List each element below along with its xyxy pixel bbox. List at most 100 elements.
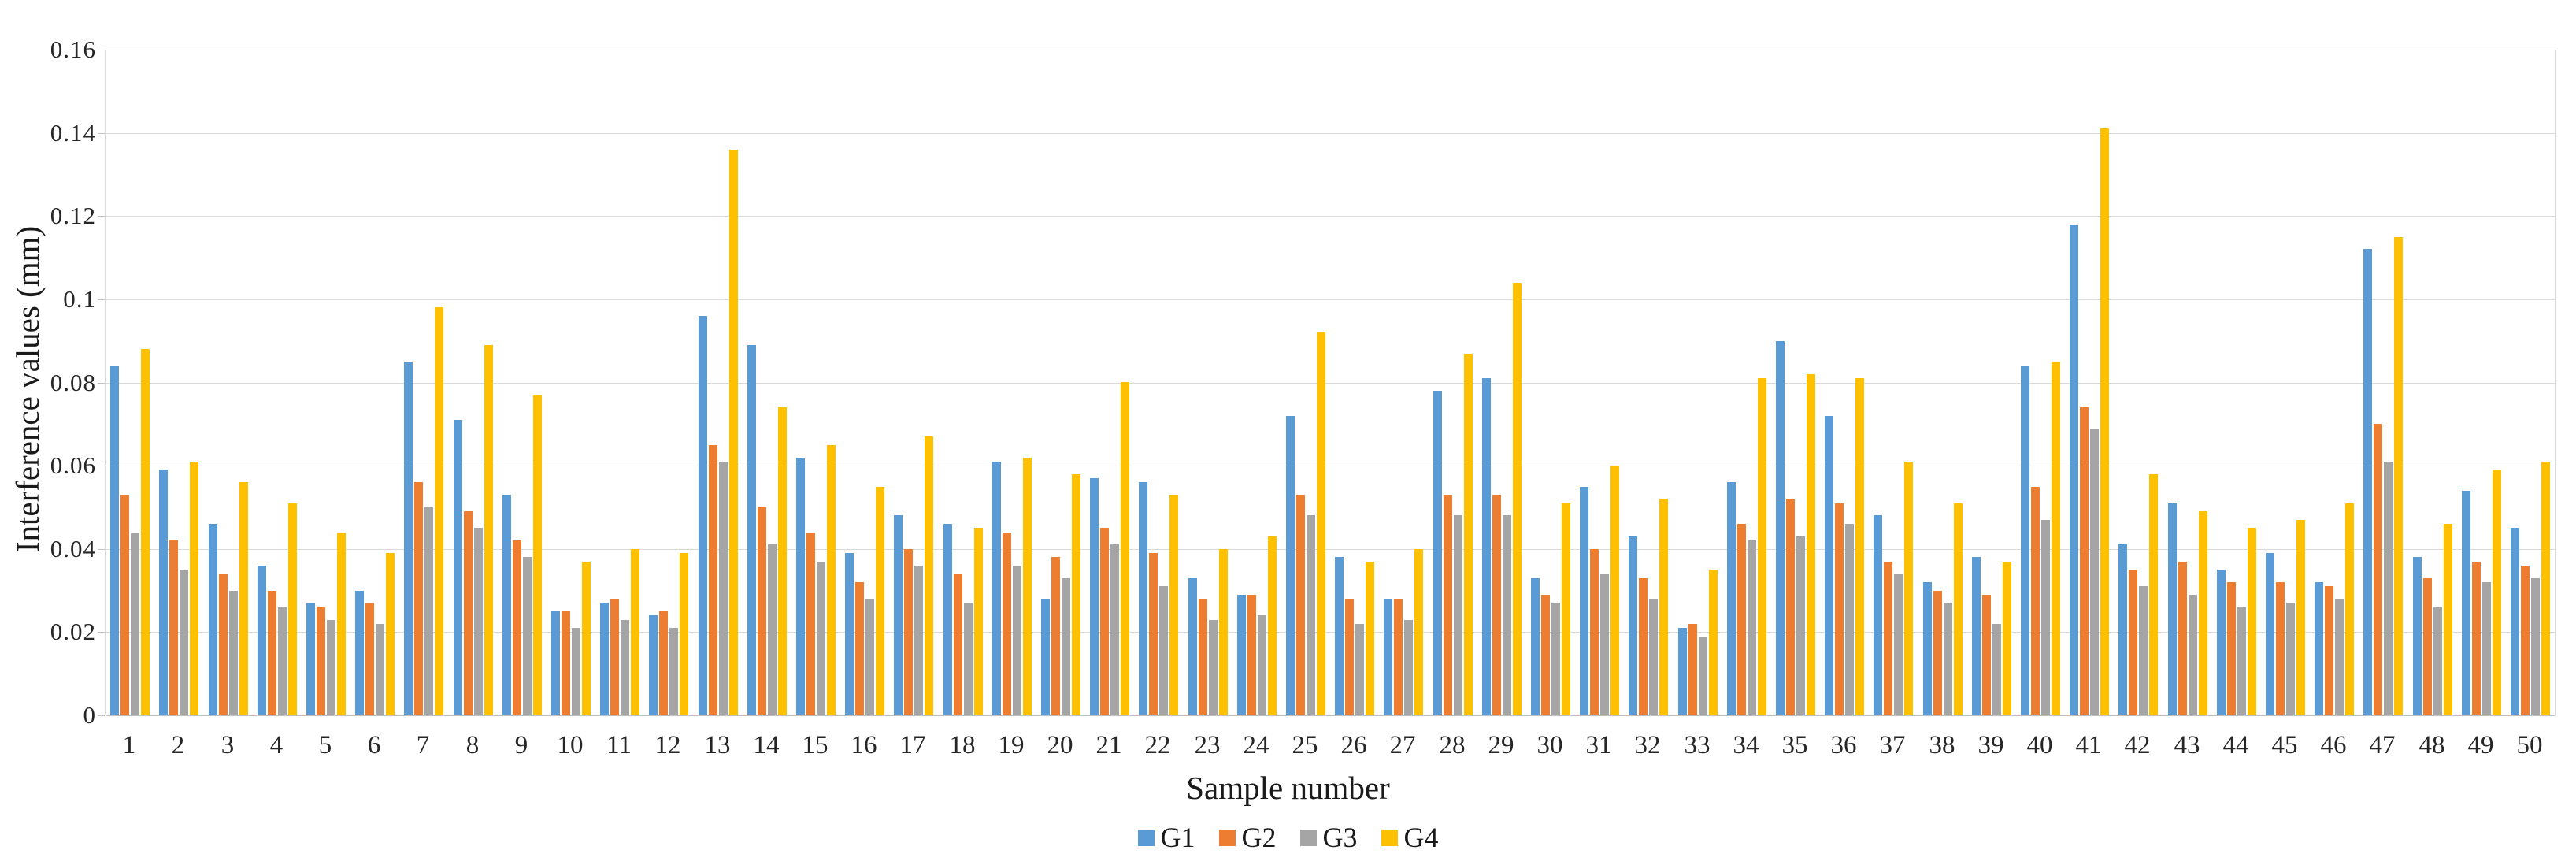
bar-G2-sample-12 [659,611,668,715]
gridline [106,632,2555,633]
bar-G2-sample-28 [1444,495,1452,715]
bar-G2-sample-48 [2423,578,2432,715]
bar-G2-sample-37 [1884,562,1892,715]
bar-G1-sample-17 [894,515,903,715]
bar-G1-sample-20 [1041,599,1050,715]
bar-G3-sample-35 [1796,536,1805,715]
bar-G4-sample-45 [2296,520,2305,715]
bar-G2-sample-23 [1199,599,1207,715]
bar-G4-sample-31 [1610,466,1619,715]
bar-G4-sample-26 [1366,562,1374,715]
bar-G2-sample-25 [1296,495,1305,715]
bar-G4-sample-23 [1219,549,1228,715]
gridline [106,299,2555,300]
bar-G1-sample-9 [502,495,511,715]
x-tick-label: 2 [171,731,185,759]
x-tick-label: 22 [1144,731,1171,759]
bar-G3-sample-15 [817,562,825,715]
bar-G1-sample-30 [1531,578,1540,715]
bar-G1-sample-2 [159,470,168,715]
legend-item-G2: G2 [1218,821,1277,854]
y-tick-label: 0.12 [50,202,96,229]
bar-G3-sample-33 [1699,637,1707,715]
bar-G4-sample-27 [1414,549,1423,715]
x-axis-title: Sample number [1186,770,1390,806]
bar-G2-sample-9 [513,540,521,715]
bar-G1-sample-41 [2070,225,2078,715]
bar-G3-sample-32 [1649,599,1658,715]
y-tick-mark [98,299,105,300]
bar-G2-sample-35 [1786,499,1795,715]
x-tick-label: 7 [416,731,430,759]
bar-G1-sample-25 [1286,416,1295,715]
bar-G1-sample-21 [1090,478,1099,715]
bar-G3-sample-2 [180,570,188,715]
bar-G1-sample-23 [1188,578,1197,715]
bar-G3-sample-30 [1551,603,1560,715]
bar-G2-sample-21 [1100,528,1109,715]
bar-G1-sample-22 [1139,482,1147,715]
bar-G1-sample-49 [2462,491,2470,715]
bar-G2-sample-11 [610,599,619,715]
bar-G1-sample-38 [1923,582,1932,715]
bar-G4-sample-14 [778,407,787,715]
bar-G1-sample-43 [2168,503,2177,715]
legend-label: G4 [1403,822,1439,853]
x-tick-label: 31 [1585,731,1612,759]
x-tick-label: 35 [1781,731,1808,759]
bar-G3-sample-38 [1944,603,1952,715]
x-tick-label: 50 [2516,731,2543,759]
bar-G3-sample-46 [2335,599,2344,715]
legend-label: G1 [1160,822,1195,853]
x-tick-label: 17 [899,731,926,759]
legend-item-G4: G4 [1381,821,1439,854]
bar-G1-sample-37 [1874,515,1882,715]
bar-G3-sample-8 [474,528,483,715]
x-tick-label: 16 [851,731,877,759]
bar-G4-sample-49 [2493,470,2501,715]
bar-G2-sample-2 [169,540,178,715]
x-tick-label: 14 [753,731,780,759]
x-tick-label: 20 [1047,731,1073,759]
bar-G2-sample-33 [1688,624,1697,715]
bar-G1-sample-27 [1384,599,1392,715]
x-tick-label: 27 [1389,731,1416,759]
bar-G1-sample-3 [209,524,217,715]
bar-G1-sample-8 [454,420,462,715]
bar-G3-sample-39 [1992,624,2001,715]
y-tick-label: 0.16 [50,35,96,63]
bar-G3-sample-9 [523,557,532,715]
bar-G3-sample-37 [1894,574,1903,715]
x-tick-label: 15 [802,731,828,759]
bar-G2-sample-36 [1835,503,1844,715]
bar-G1-sample-34 [1727,482,1736,715]
bar-G3-sample-3 [229,591,238,715]
bar-G2-sample-15 [806,533,815,715]
bar-G2-sample-17 [904,549,913,715]
bar-G3-sample-29 [1503,515,1511,715]
bar-G4-sample-42 [2149,474,2158,715]
y-tick-label: 0.08 [50,369,96,396]
bar-G4-sample-28 [1464,354,1473,715]
bar-G1-sample-35 [1776,341,1785,715]
bar-G3-sample-43 [2189,595,2197,715]
bar-G4-sample-29 [1513,283,1522,715]
x-tick-label: 43 [2174,731,2200,759]
bar-G3-sample-14 [768,544,777,715]
x-tick-label: 37 [1879,731,1906,759]
bar-G4-sample-34 [1758,378,1766,715]
y-tick-label: 0 [83,701,96,729]
bar-G4-sample-17 [925,436,933,715]
y-tick-label: 0.02 [50,618,96,645]
bar-G1-sample-50 [2511,528,2519,715]
bar-G3-sample-36 [1845,524,1854,715]
y-tick-mark [98,216,105,217]
bar-G4-sample-10 [582,562,591,715]
bar-G2-sample-47 [2374,424,2382,715]
bar-G2-sample-8 [464,511,473,715]
bar-G2-sample-13 [709,445,717,715]
bar-G1-sample-28 [1433,391,1442,715]
bar-G3-sample-41 [2090,429,2099,715]
bar-G2-sample-26 [1345,599,1354,715]
